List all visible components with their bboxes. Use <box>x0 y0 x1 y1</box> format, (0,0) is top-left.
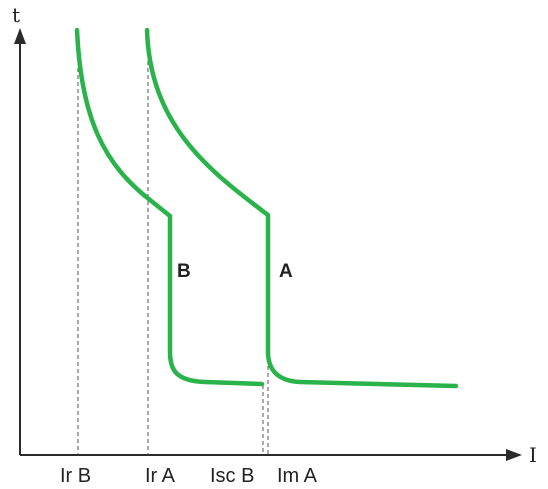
tick-label-ir-a: Ir A <box>145 465 176 487</box>
trip-curve-b <box>74 27 265 387</box>
y-axis-label: t <box>12 3 20 27</box>
tick-label-isc-b: Isc B <box>210 465 254 487</box>
x-axis-arrow <box>506 449 522 461</box>
tick-label-ir-b: Ir B <box>60 465 91 487</box>
curve-label-a: A <box>279 261 293 282</box>
trip-curve-a <box>144 27 459 389</box>
y-axis-arrow <box>14 28 26 44</box>
x-axis-label: I <box>529 443 537 467</box>
tick-label-im-a: Im A <box>277 465 318 487</box>
curve-label-b: B <box>177 261 191 282</box>
